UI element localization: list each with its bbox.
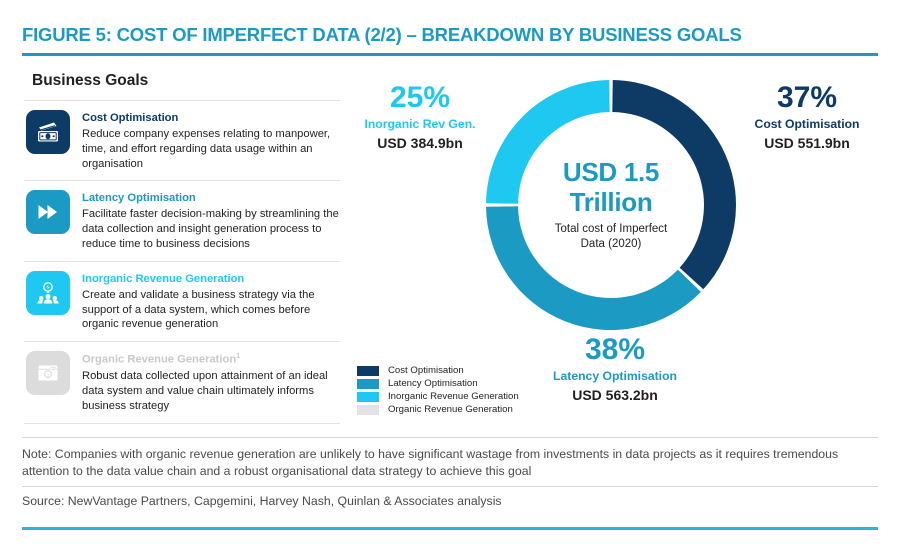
banknote-icon <box>26 110 70 154</box>
footnote-source: Source: NewVantage Partners, Capgemini, … <box>22 494 502 508</box>
divider <box>24 100 340 101</box>
legend-item[interactable]: Cost Optimisation <box>357 366 519 376</box>
page-title: FIGURE 5: COST OF IMPERFECT DATA (2/2) –… <box>22 24 742 45</box>
legend-swatch <box>357 366 379 376</box>
figure-header: FIGURE 5: COST OF IMPERFECT DATA (2/2) –… <box>22 24 878 56</box>
legend-swatch <box>357 405 379 415</box>
chart-legend: Cost Optimisation Latency Optimisation Ino… <box>357 366 519 418</box>
divider <box>24 180 340 182</box>
footer-rule-middle <box>22 486 878 487</box>
goal-item-organic-revenue-generation[interactable]: Organic Revenue Generation1 Robust data … <box>24 342 344 422</box>
donut-segment[interactable] <box>486 80 610 204</box>
legend-label: Cost Optimisation <box>388 365 464 377</box>
donut-segment[interactable] <box>612 80 736 290</box>
legend-label: Inorganic Revenue Generation <box>388 391 519 403</box>
legend-item[interactable]: Inorganic Revenue Generation <box>357 392 519 402</box>
legend-label: Latency Optimisation <box>388 378 478 390</box>
legend-item[interactable]: Latency Optimisation <box>357 379 519 389</box>
goal-item-inorganic-revenue-generation[interactable]: Inorganic Revenue Generation Create and … <box>24 262 344 341</box>
goal-description: Reduce company expenses relating to manp… <box>82 127 331 170</box>
divider <box>24 422 340 424</box>
divider <box>24 341 340 343</box>
goal-text: Inorganic Revenue Generation Create and … <box>82 271 344 332</box>
goal-description: Facilitate faster decision-making by str… <box>82 208 339 251</box>
goal-text: Organic Revenue Generation1 Robust data … <box>82 351 344 413</box>
goal-description: Robust data collected upon attainment of… <box>82 369 328 412</box>
legend-swatch <box>357 392 379 402</box>
legend-swatch <box>357 379 379 389</box>
callout-value: USD 563.2bn <box>572 386 658 403</box>
callout-label: Latency Optimisation <box>553 368 677 383</box>
goal-title: Inorganic Revenue Generation <box>82 272 245 285</box>
goal-description: Create and validate a business strategy … <box>82 288 315 331</box>
people-lightbulb-icon <box>26 270 70 315</box>
callout-label: Inorganic Rev Gen. <box>364 116 476 131</box>
donut-chart: USD 1.5 Trillion Total cost of Imperfect… <box>482 76 740 334</box>
divider <box>24 260 340 262</box>
goal-text: Cost Optimisation Reduce company expense… <box>82 110 344 171</box>
callout-value: USD 551.9bn <box>764 134 850 151</box>
callout-inorganic-revenue: 25% Inorganic Rev Gen. USD 384.9bn <box>330 82 510 151</box>
footer-rule-bottom <box>22 527 878 530</box>
legend-item[interactable]: Organic Revenue Generation <box>357 405 519 415</box>
callout-percent: 25% <box>389 81 451 114</box>
donut-segment[interactable] <box>486 206 701 331</box>
callout-cost-optimisation: 37% Cost Optimisation USD 551.9bn <box>722 82 892 151</box>
goal-title: Cost Optimisation <box>82 112 179 124</box>
fast-forward-icon <box>26 190 70 235</box>
footnote-note: Note: Companies with organic revenue gen… <box>22 447 839 479</box>
callout-percent: 38% <box>584 333 646 366</box>
callout-value: USD 384.9bn <box>377 134 463 151</box>
goal-item-latency-optimisation[interactable]: Latency Optimisation Facilitate faster d… <box>24 181 344 260</box>
header-rule <box>22 53 878 56</box>
donut-chart-svg <box>486 80 736 331</box>
callout-percent: 37% <box>776 81 838 114</box>
goal-item-cost-optimisation[interactable]: Cost Optimisation Reduce company expense… <box>24 101 344 180</box>
legend-label: Organic Revenue Generation <box>388 404 513 416</box>
goal-title: Latency Optimisation <box>82 192 196 205</box>
goal-title-footnote: 1 <box>236 353 241 361</box>
callout-label: Cost Optimisation <box>754 116 860 131</box>
goal-title: Organic Revenue Generation1 <box>82 353 241 367</box>
callout-latency-optimisation: 38% Latency Optimisation USD 563.2bn <box>520 334 710 403</box>
window-lightbulb-icon <box>26 351 70 396</box>
footer-rule-top <box>22 437 878 438</box>
business-goals-heading: Business Goals <box>32 72 149 89</box>
business-goals-panel: Business Goals Cost Optimisation Reduce … <box>24 72 344 424</box>
goal-text: Latency Optimisation Facilitate faster d… <box>82 190 344 251</box>
